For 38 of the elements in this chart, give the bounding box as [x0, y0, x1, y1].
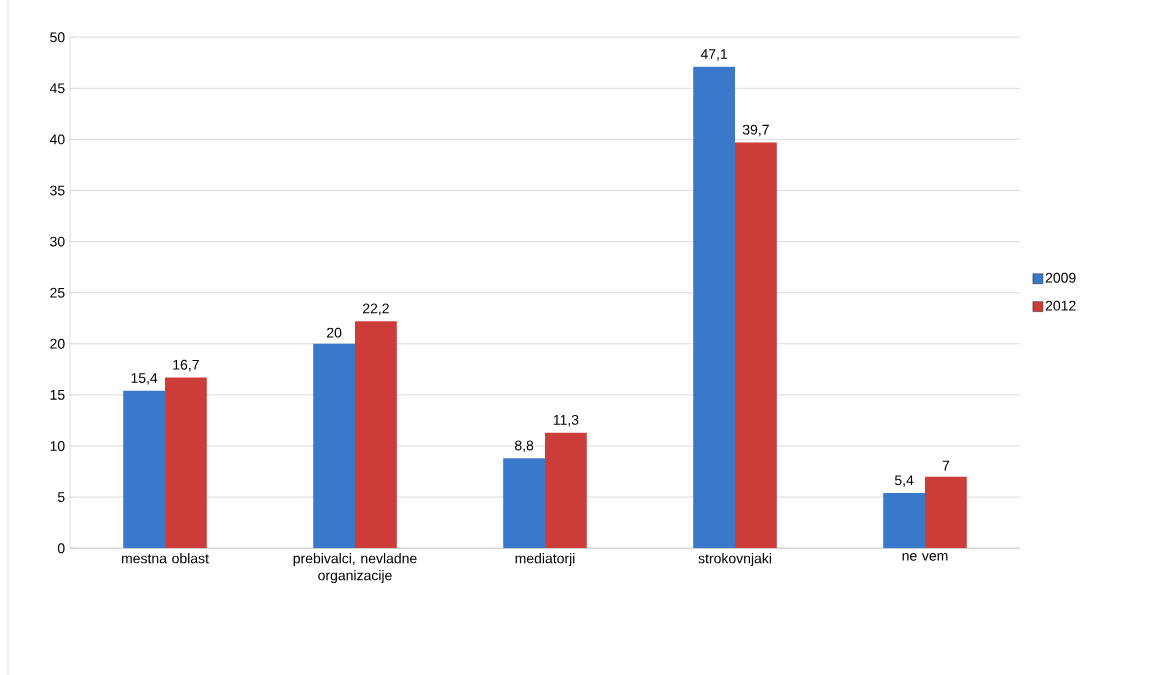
data-label: 15,4 — [131, 373, 158, 385]
data-label: 47,1 — [700, 49, 728, 61]
x-tick-label: mediatorji — [515, 552, 575, 566]
bar — [925, 476, 967, 548]
data-label: 7 — [942, 460, 950, 471]
y-tick-label: 25 — [50, 287, 65, 298]
bar — [503, 458, 546, 548]
bar — [355, 321, 397, 548]
y-tick-label: 35 — [50, 185, 65, 196]
legend-label: 2012 — [1045, 300, 1076, 311]
data-label: 22,2 — [362, 303, 389, 315]
x-tick-label: prebivalci, nevladne organizacije — [293, 552, 417, 583]
y-tick-label: 15 — [50, 389, 65, 400]
bar — [313, 343, 356, 548]
bar — [735, 142, 777, 548]
y-tick-label: 40 — [49, 134, 65, 145]
x-tick-label: strokovnjaki — [698, 552, 772, 566]
y-tick-label: 20 — [50, 338, 65, 349]
x-tick-label: mestna oblast — [121, 552, 209, 564]
data-label: 8,8 — [514, 440, 534, 452]
x-tick-label: ne vem — [902, 552, 948, 561]
y-tick-label: 45 — [49, 83, 65, 93]
y-tick-label: 5 — [57, 492, 65, 502]
y-tick-label: 10 — [50, 440, 65, 451]
data-label: 39,7 — [742, 124, 769, 137]
y-tick-label: 50 — [50, 32, 65, 42]
bar — [883, 492, 926, 548]
bar — [123, 390, 166, 548]
data-label: 20 — [327, 327, 342, 338]
legend-label: 2009 — [1045, 272, 1076, 283]
data-label: 5,4 — [894, 475, 914, 487]
bar — [545, 432, 587, 548]
bar — [165, 377, 207, 548]
bar — [693, 66, 736, 548]
y-tick-label: 30 — [50, 236, 65, 247]
y-tick-label: 0 — [57, 543, 65, 553]
data-label: 11,3 — [553, 414, 579, 427]
data-label: 16,7 — [173, 359, 199, 372]
